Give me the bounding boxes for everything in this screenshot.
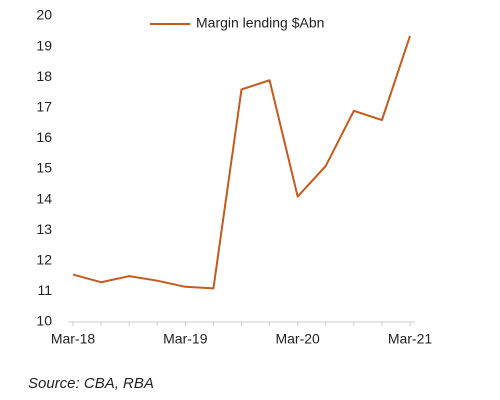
legend-label: Margin lending $Abn (196, 15, 324, 31)
series-line (72, 35, 411, 290)
y-tick-label: 14 (36, 190, 52, 206)
y-tick-label: 15 (36, 160, 52, 176)
source-note: Source: CBA, RBA (28, 375, 154, 392)
x-tick-label: Mar-20 (275, 331, 320, 347)
y-tick-label: 20 (36, 7, 52, 23)
y-tick-label: 16 (36, 129, 52, 145)
y-tick-label: 17 (36, 99, 52, 115)
y-tick-label: 13 (36, 221, 52, 237)
y-tick-label: 11 (37, 282, 52, 298)
x-tick-label: Mar-19 (163, 331, 208, 347)
y-tick-label: 10 (36, 313, 52, 329)
x-tick-label: Mar-21 (388, 331, 433, 347)
y-tick-label: 12 (36, 252, 52, 268)
x-tick-label: Mar-18 (51, 331, 96, 347)
y-tick-label: 18 (36, 68, 52, 84)
y-tick-label: 19 (36, 37, 52, 53)
